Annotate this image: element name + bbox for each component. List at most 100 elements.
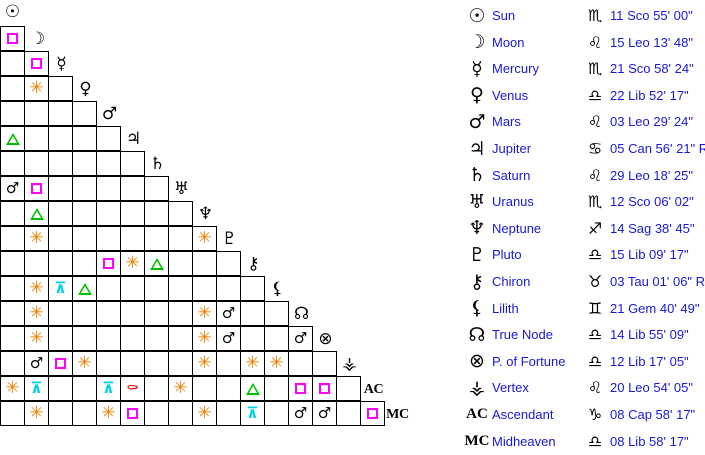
aspect-cell[interactable]: [120, 176, 145, 201]
aspect-cell[interactable]: [168, 301, 193, 326]
aspect-cell[interactable]: [48, 376, 73, 401]
aspect-cell[interactable]: ⚰: [120, 376, 145, 401]
aspect-cell[interactable]: [120, 276, 145, 301]
aspect-cell[interactable]: [96, 226, 121, 251]
aspect-cell[interactable]: [240, 276, 265, 301]
aspect-cell[interactable]: [168, 201, 193, 226]
aspect-cell[interactable]: ⊼: [24, 376, 49, 401]
aspect-cell[interactable]: ✳: [72, 351, 97, 376]
aspect-cell[interactable]: [0, 326, 25, 351]
aspect-cell[interactable]: [0, 76, 25, 101]
aspect-cell[interactable]: [240, 376, 265, 401]
aspect-cell[interactable]: [48, 251, 73, 276]
aspect-cell[interactable]: [0, 226, 25, 251]
aspect-cell[interactable]: [120, 201, 145, 226]
aspect-cell[interactable]: [48, 326, 73, 351]
aspect-cell[interactable]: [72, 276, 97, 301]
aspect-cell[interactable]: [264, 326, 289, 351]
aspect-cell[interactable]: [336, 401, 361, 426]
aspect-cell[interactable]: [144, 376, 169, 401]
aspect-cell[interactable]: ✳: [24, 226, 49, 251]
aspect-cell[interactable]: [168, 326, 193, 351]
aspect-cell[interactable]: [144, 226, 169, 251]
aspect-cell[interactable]: [48, 176, 73, 201]
aspect-cell[interactable]: [48, 401, 73, 426]
aspect-cell[interactable]: ♂: [216, 301, 241, 326]
aspect-cell[interactable]: [0, 301, 25, 326]
aspect-cell[interactable]: ♂: [312, 401, 337, 426]
aspect-cell[interactable]: [168, 401, 193, 426]
aspect-cell[interactable]: [24, 176, 49, 201]
aspect-cell[interactable]: ♂: [0, 176, 25, 201]
aspect-cell[interactable]: [0, 51, 25, 76]
aspect-cell[interactable]: [96, 251, 121, 276]
aspect-cell[interactable]: [72, 151, 97, 176]
aspect-cell[interactable]: [72, 326, 97, 351]
aspect-cell[interactable]: [24, 201, 49, 226]
aspect-cell[interactable]: [96, 351, 121, 376]
aspect-cell[interactable]: [288, 351, 313, 376]
aspect-cell[interactable]: [96, 326, 121, 351]
aspect-cell[interactable]: [288, 376, 313, 401]
aspect-cell[interactable]: [72, 376, 97, 401]
aspect-cell[interactable]: [240, 326, 265, 351]
aspect-cell[interactable]: [120, 326, 145, 351]
aspect-cell[interactable]: ♂: [288, 401, 313, 426]
aspect-cell[interactable]: [72, 301, 97, 326]
aspect-cell[interactable]: [144, 326, 169, 351]
aspect-cell[interactable]: ⊼: [96, 376, 121, 401]
aspect-cell[interactable]: ✳: [24, 301, 49, 326]
aspect-cell[interactable]: [0, 101, 25, 126]
aspect-cell[interactable]: [48, 301, 73, 326]
aspect-cell[interactable]: [216, 376, 241, 401]
aspect-grid[interactable]: ☉ ☽ ☿ ✳ ♀ ♂ ♃ ♄ ♂ ♅ ♆ ✳ ✳ ♇ ✳ ⚷ ✳ ⊼ ⚸ ✳ ✳ ♂ ☊ ✳ ✳ ♂ ♂ ⊗ ♂ ✳ ✳ ✳ ✳ ⚶ ✳ ⊼ ⊼ ⚰ ✳ A…: [0, 0, 455, 450]
aspect-cell[interactable]: ✳: [120, 251, 145, 276]
aspect-cell[interactable]: [168, 351, 193, 376]
aspect-cell[interactable]: [24, 251, 49, 276]
aspect-cell[interactable]: [96, 151, 121, 176]
aspect-cell[interactable]: [96, 126, 121, 151]
aspect-cell[interactable]: [264, 376, 289, 401]
aspect-cell[interactable]: [72, 176, 97, 201]
aspect-cell[interactable]: [144, 351, 169, 376]
aspect-cell[interactable]: ♂: [24, 351, 49, 376]
aspect-cell[interactable]: [120, 351, 145, 376]
aspect-cell[interactable]: [216, 401, 241, 426]
aspect-cell[interactable]: [48, 201, 73, 226]
aspect-cell[interactable]: [24, 151, 49, 176]
aspect-cell[interactable]: [120, 226, 145, 251]
aspect-cell[interactable]: [24, 101, 49, 126]
aspect-cell[interactable]: ✳: [240, 351, 265, 376]
aspect-cell[interactable]: [96, 276, 121, 301]
aspect-cell[interactable]: [312, 351, 337, 376]
aspect-cell[interactable]: ✳: [0, 376, 25, 401]
aspect-cell[interactable]: [144, 251, 169, 276]
aspect-cell[interactable]: [48, 151, 73, 176]
aspect-cell[interactable]: [312, 376, 337, 401]
aspect-cell[interactable]: [240, 301, 265, 326]
aspect-cell[interactable]: [216, 276, 241, 301]
aspect-cell[interactable]: [144, 401, 169, 426]
aspect-cell[interactable]: [144, 201, 169, 226]
aspect-cell[interactable]: [192, 376, 217, 401]
aspect-cell[interactable]: [120, 151, 145, 176]
aspect-cell[interactable]: [0, 26, 25, 51]
aspect-cell[interactable]: ♂: [216, 326, 241, 351]
aspect-cell[interactable]: ✳: [192, 351, 217, 376]
aspect-cell[interactable]: [48, 226, 73, 251]
aspect-cell[interactable]: [72, 401, 97, 426]
aspect-cell[interactable]: [0, 351, 25, 376]
aspect-cell[interactable]: ♂: [288, 326, 313, 351]
aspect-cell[interactable]: [216, 351, 241, 376]
aspect-cell[interactable]: [144, 276, 169, 301]
aspect-cell[interactable]: [264, 401, 289, 426]
aspect-cell[interactable]: [48, 126, 73, 151]
aspect-cell[interactable]: ✳: [24, 326, 49, 351]
aspect-cell[interactable]: [192, 276, 217, 301]
aspect-cell[interactable]: [0, 276, 25, 301]
aspect-cell[interactable]: [264, 301, 289, 326]
aspect-cell[interactable]: [72, 101, 97, 126]
aspect-cell[interactable]: [72, 251, 97, 276]
aspect-cell[interactable]: ✳: [24, 76, 49, 101]
aspect-cell[interactable]: ✳: [168, 376, 193, 401]
